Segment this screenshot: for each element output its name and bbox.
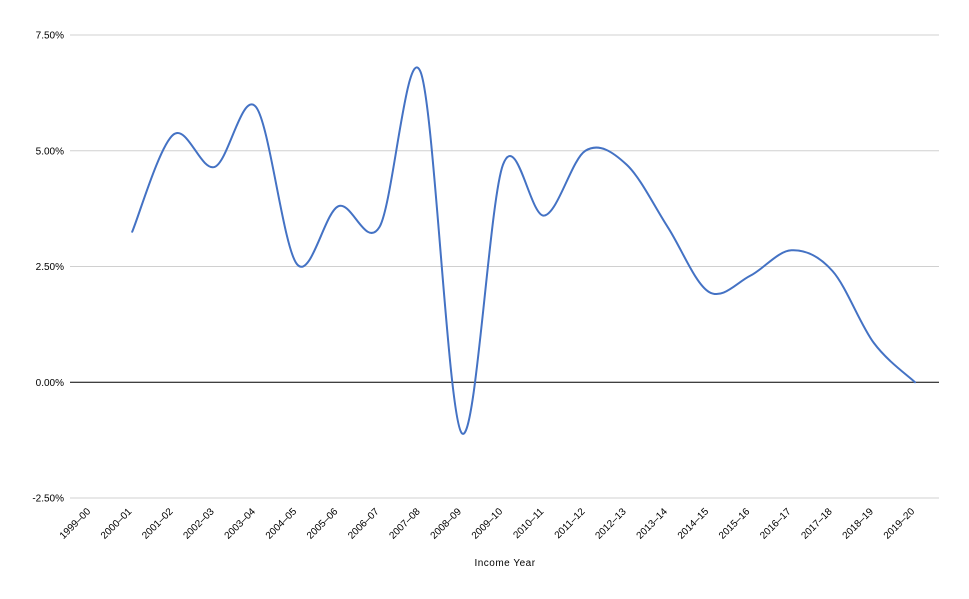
x-tick-label: 2004–05 [264, 506, 300, 542]
data-point [748, 274, 752, 278]
x-tick-label: 2001–02 [140, 506, 176, 542]
data-point [419, 70, 423, 74]
x-tick-label: 2008–09 [429, 506, 465, 542]
x-tick-label: 2019–20 [882, 506, 918, 542]
series-line [131, 66, 916, 435]
x-tick-label: 2014–15 [676, 506, 712, 542]
y-tick-label: 5.00% [36, 146, 64, 157]
data-point [295, 262, 299, 266]
data-point [789, 248, 793, 252]
y-tick-label: -2.50% [32, 494, 64, 505]
x-tick-label: 2009–10 [470, 506, 506, 542]
data-point [625, 163, 629, 167]
x-tick-label: 2010–11 [512, 506, 547, 541]
x-tick-label: 2016–17 [758, 506, 794, 542]
data-point [254, 105, 258, 109]
data-point [501, 163, 505, 167]
data-point [707, 290, 711, 294]
x-tick-label: 2005–06 [305, 506, 341, 542]
data-point [583, 149, 587, 153]
data-point [460, 431, 464, 435]
x-tick-label: 2000–01 [99, 506, 135, 542]
data-point [377, 225, 381, 229]
gridlines [70, 34, 939, 499]
data-point [872, 341, 876, 345]
x-tick-label: 2013–14 [635, 506, 671, 542]
x-tick-label: 2012–13 [593, 506, 629, 542]
x-tick-label: 2003–04 [223, 506, 259, 542]
data-point [336, 204, 340, 208]
data-point [130, 230, 134, 234]
x-axis-ticks: 1999–00 2000–01 2001–02 2002–03 2003–04 2004–… [58, 506, 918, 542]
y-axis-ticks: 7.50% 5.00% 2.50% 0.00% -2.50% [32, 31, 64, 505]
x-axis-title: Income Year [474, 558, 535, 569]
data-point [913, 380, 917, 384]
x-tick-label: 2018–19 [841, 506, 877, 542]
x-tick-label: 2011–12 [553, 506, 588, 541]
y-tick-label: 0.00% [36, 378, 64, 389]
x-tick-label: 2007–08 [387, 506, 423, 542]
y-tick-label: 7.50% [36, 31, 64, 42]
data-point [831, 269, 835, 273]
x-tick-label: 2015–16 [717, 506, 753, 542]
x-tick-label: 2006–07 [346, 506, 382, 542]
data-point [213, 165, 217, 169]
x-tick-label: 1999–00 [58, 506, 94, 542]
data-point [171, 133, 175, 137]
series-layer [130, 66, 917, 435]
data-point [542, 214, 546, 218]
y-tick-label: 2.50% [36, 262, 64, 273]
x-tick-label: 2017–18 [799, 506, 835, 542]
data-point [666, 225, 670, 229]
x-tick-label: 2002–03 [181, 506, 217, 542]
